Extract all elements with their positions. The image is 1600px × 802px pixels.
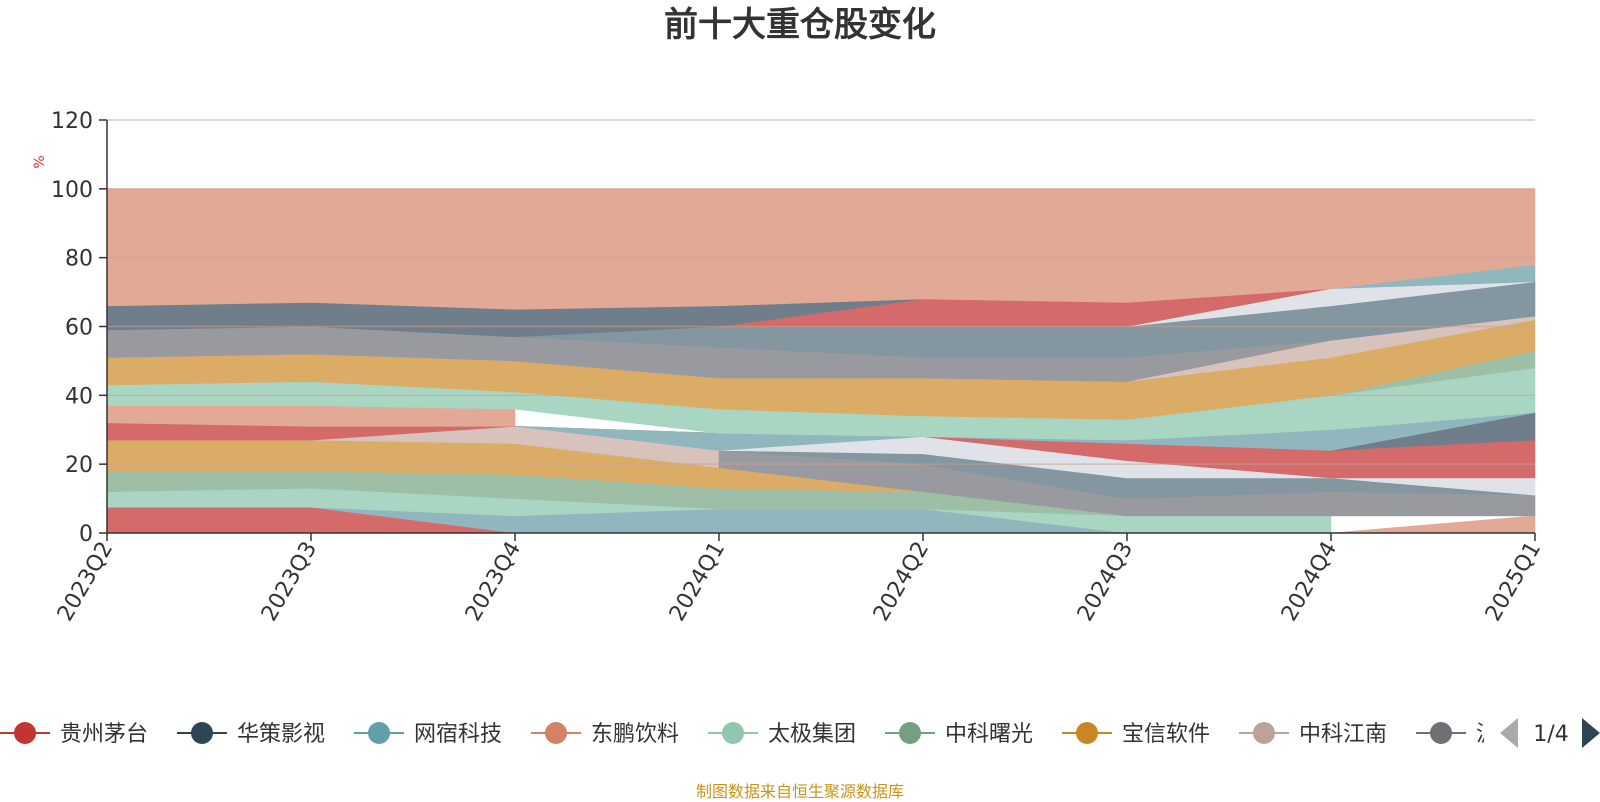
legend-marker-icon bbox=[368, 722, 390, 744]
y-tick-label: 100 bbox=[51, 178, 93, 203]
legend-label: 中科曙光 bbox=[945, 722, 1033, 747]
y-tick-label: 60 bbox=[65, 316, 93, 341]
x-tick-label: 2025Q1 bbox=[1481, 538, 1546, 626]
legend-page-indicator: 1/4 bbox=[1533, 722, 1568, 747]
legend-marker-icon bbox=[1253, 722, 1275, 744]
legend-label: 宝信软件 bbox=[1122, 722, 1210, 747]
legend-label: 网宿科技 bbox=[414, 722, 502, 747]
chart-title: 前十大重仓股变化 bbox=[664, 5, 936, 45]
legend-item: 宝信软件 bbox=[1062, 722, 1210, 747]
legend-marker-icon bbox=[191, 722, 213, 744]
x-tick-label: 2023Q3 bbox=[257, 538, 322, 626]
y-tick-label: 40 bbox=[65, 384, 93, 409]
legend-label: 华策影视 bbox=[237, 722, 325, 747]
legend-label: 东鹏饮料 bbox=[591, 722, 679, 747]
x-tick-label: 2024Q4 bbox=[1277, 538, 1342, 626]
legend-marker-icon bbox=[722, 722, 744, 744]
x-tick-label: 2023Q4 bbox=[461, 538, 526, 626]
legend-item: 网宿科技 bbox=[354, 722, 502, 747]
legend: 贵州茅台华策影视网宿科技东鹏饮料太极集团中科曙光宝信软件中科江南沪1/4 bbox=[0, 705, 1600, 765]
legend-item: 贵州茅台 bbox=[0, 722, 148, 747]
legend-item: 华策影视 bbox=[177, 722, 325, 747]
x-tick-label: 2024Q3 bbox=[1073, 538, 1138, 626]
y-tick-label: 120 bbox=[51, 109, 93, 134]
legend-label: 贵州茅台 bbox=[60, 722, 148, 747]
area-layers bbox=[106, 188, 1536, 534]
area-layer-14 bbox=[106, 405, 516, 427]
y-axis-label: % bbox=[32, 155, 48, 168]
legend-item: 太极集团 bbox=[708, 722, 856, 747]
y-tick-label: 20 bbox=[65, 453, 93, 478]
legend-label: 太极集团 bbox=[768, 722, 856, 747]
legend-marker-icon bbox=[1430, 722, 1452, 744]
x-tick-label: 2023Q2 bbox=[53, 538, 118, 626]
legend-prev-icon[interactable] bbox=[1500, 718, 1518, 748]
grid-lines bbox=[107, 119, 1535, 465]
legend-marker-icon bbox=[1076, 722, 1098, 744]
legend-marker-icon bbox=[545, 722, 567, 744]
legend-marker-icon bbox=[899, 722, 921, 744]
source-note: 制图数据来自恒生聚源数据库 bbox=[695, 782, 904, 801]
legend-item: 中科江南 bbox=[1239, 722, 1387, 747]
legend-item: 中科曙光 bbox=[885, 722, 1033, 747]
y-tick-label: 0 bbox=[79, 522, 93, 547]
legend-marker-icon bbox=[14, 722, 36, 744]
area-layer-3 bbox=[1330, 515, 1536, 534]
x-tick-label: 2024Q2 bbox=[869, 538, 934, 626]
x-tick-label: 2024Q1 bbox=[665, 538, 730, 626]
y-tick-label: 80 bbox=[65, 247, 93, 272]
legend-label: 中科江南 bbox=[1299, 722, 1387, 747]
legend-item: 东鹏饮料 bbox=[531, 722, 679, 747]
legend-next-icon[interactable] bbox=[1582, 718, 1600, 748]
